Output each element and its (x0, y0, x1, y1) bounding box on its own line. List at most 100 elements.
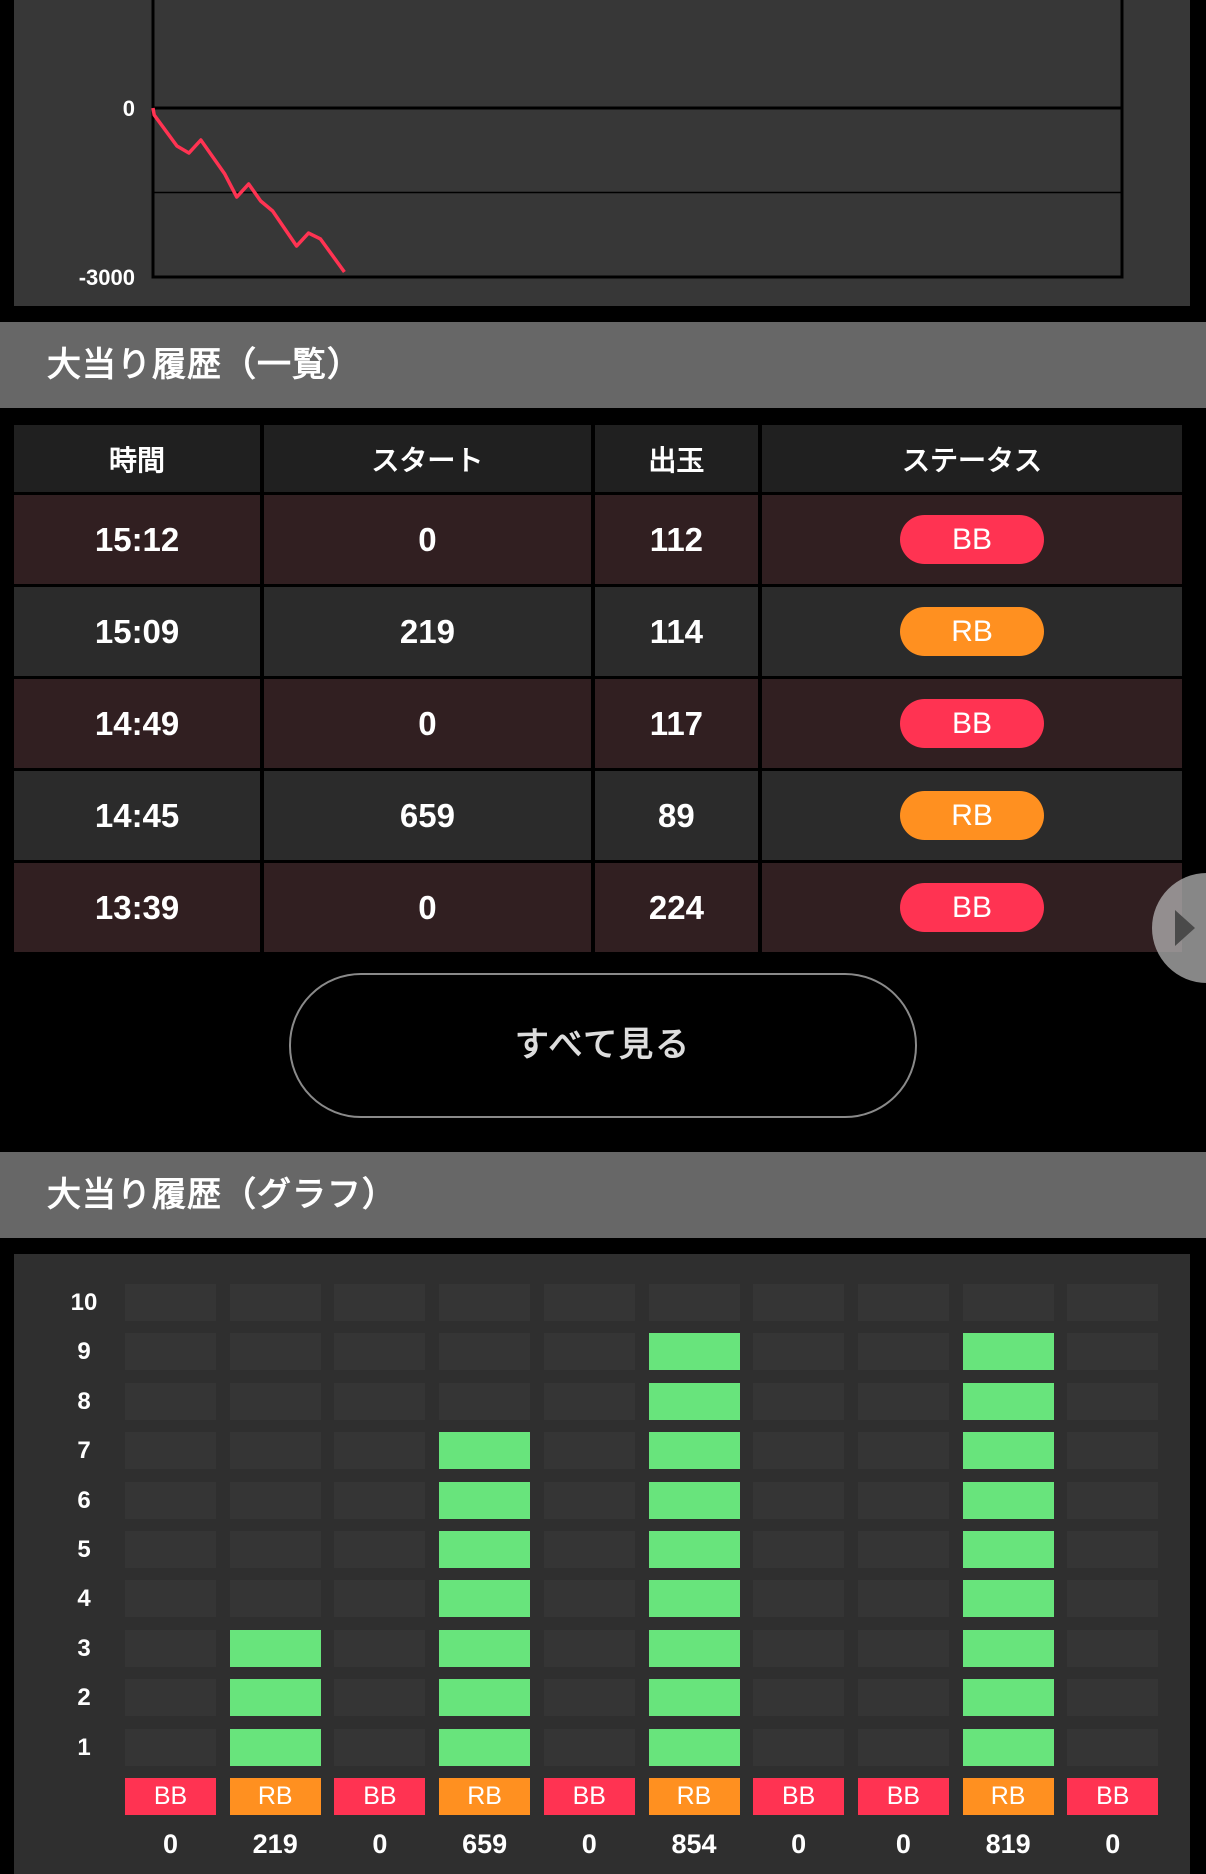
empty-cell (857, 1531, 949, 1568)
empty-cell (125, 1580, 216, 1618)
empty-cell (125, 1728, 216, 1766)
status-badge: RB (900, 607, 1045, 656)
cell-payout: 112 (594, 495, 759, 584)
cell-start: 659 (264, 771, 591, 860)
empty-cell (439, 1333, 531, 1371)
cell-status: BB (762, 495, 1182, 584)
empty-cell (1067, 1531, 1159, 1568)
type-label: BB (125, 1778, 216, 1815)
empty-cell (753, 1679, 845, 1717)
view-all-button[interactable]: すべて見る (289, 973, 917, 1118)
y-tick-label: 2 (77, 1684, 91, 1712)
empty-cell (125, 1284, 216, 1321)
start-label: 854 (671, 1829, 717, 1859)
bar-segment (439, 1531, 531, 1568)
empty-cell (543, 1432, 635, 1470)
empty-cell (334, 1629, 426, 1667)
bar-segment (962, 1629, 1054, 1667)
empty-cell (753, 1629, 845, 1667)
cell-time: 14:45 (14, 771, 261, 860)
empty-cell (334, 1679, 426, 1717)
empty-cell (1067, 1432, 1159, 1470)
y-tick-label: 7 (77, 1437, 91, 1465)
empty-cell (857, 1481, 949, 1519)
empty-cell (439, 1284, 531, 1321)
col-header-start: スタート (264, 425, 591, 492)
empty-cell (439, 1382, 531, 1420)
start-label: 819 (985, 1829, 1031, 1859)
start-label: 0 (895, 1829, 911, 1859)
empty-cell (753, 1580, 845, 1618)
bar-segment (962, 1728, 1054, 1766)
empty-cell (229, 1382, 321, 1420)
status-badge: BB (900, 699, 1045, 748)
cell-start: 0 (264, 679, 591, 768)
empty-cell (857, 1284, 949, 1321)
empty-cell (334, 1728, 426, 1766)
empty-cell (229, 1432, 321, 1470)
bar-segment (962, 1580, 1054, 1618)
empty-cell (543, 1382, 635, 1420)
start-label: 0 (1105, 1829, 1121, 1859)
start-label: 219 (252, 1829, 298, 1859)
empty-cell (334, 1580, 426, 1618)
bar-segment (229, 1728, 321, 1766)
y-tick-label: -3000 (79, 265, 135, 290)
cell-payout: 89 (594, 771, 759, 860)
cell-status: BB (762, 679, 1182, 768)
cell-payout: 224 (594, 863, 759, 952)
empty-cell (1067, 1679, 1159, 1717)
empty-cell (857, 1382, 949, 1420)
empty-cell (229, 1333, 321, 1371)
bar-segment (439, 1580, 531, 1618)
empty-cell (1067, 1382, 1159, 1420)
empty-cell (334, 1333, 426, 1371)
empty-cell (125, 1333, 216, 1371)
empty-cell (753, 1333, 845, 1371)
chevron-right-icon (1175, 910, 1195, 946)
table-row: 14:49 0 117 BB (14, 679, 1182, 768)
empty-cell (753, 1728, 845, 1766)
empty-cell (857, 1580, 949, 1618)
empty-cell (334, 1432, 426, 1470)
start-label: 0 (791, 1829, 807, 1859)
bar-segment (648, 1629, 740, 1667)
type-label: BB (857, 1778, 949, 1815)
empty-cell (125, 1531, 216, 1568)
cell-time: 14:49 (14, 679, 261, 768)
start-label: 0 (581, 1829, 597, 1859)
bar-segment (962, 1679, 1054, 1717)
section-header-history-list: 大当り履歴（一覧） (0, 322, 1206, 408)
empty-cell (543, 1728, 635, 1766)
table-row: 15:12 0 112 BB (14, 495, 1182, 584)
bar-segment (962, 1382, 1054, 1420)
bar-segment (439, 1629, 531, 1667)
empty-cell (648, 1284, 740, 1321)
empty-cell (543, 1580, 635, 1618)
empty-cell (229, 1580, 321, 1618)
empty-cell (125, 1629, 216, 1667)
empty-cell (1067, 1284, 1159, 1321)
empty-cell (543, 1333, 635, 1371)
bar-segment (229, 1679, 321, 1717)
empty-cell (857, 1629, 949, 1667)
type-label: BB (543, 1778, 635, 1815)
cell-start: 219 (264, 587, 591, 676)
bar-segment (439, 1679, 531, 1717)
history-graph-card: 1 2 3 4 5 6 7 8 9 10 BB 0 RB 219 BB 0 RB 659 BB 0 RB 854 BB 0 BB… (14, 1254, 1190, 1874)
bar-segment (648, 1432, 740, 1470)
empty-cell (857, 1679, 949, 1717)
empty-cell (753, 1531, 845, 1568)
cell-payout: 117 (594, 679, 759, 768)
y-tick-label: 9 (77, 1338, 91, 1366)
empty-cell (125, 1382, 216, 1420)
bar-segment (648, 1531, 740, 1568)
type-label: RB (439, 1778, 531, 1815)
empty-cell (753, 1284, 845, 1321)
bar-segment (648, 1333, 740, 1371)
empty-cell (543, 1284, 635, 1321)
section-header-history-graph: 大当り履歴（グラフ） (0, 1152, 1206, 1238)
cell-start: 0 (264, 495, 591, 584)
empty-cell (334, 1481, 426, 1519)
section-title: 大当り履歴（一覧） (47, 346, 362, 384)
